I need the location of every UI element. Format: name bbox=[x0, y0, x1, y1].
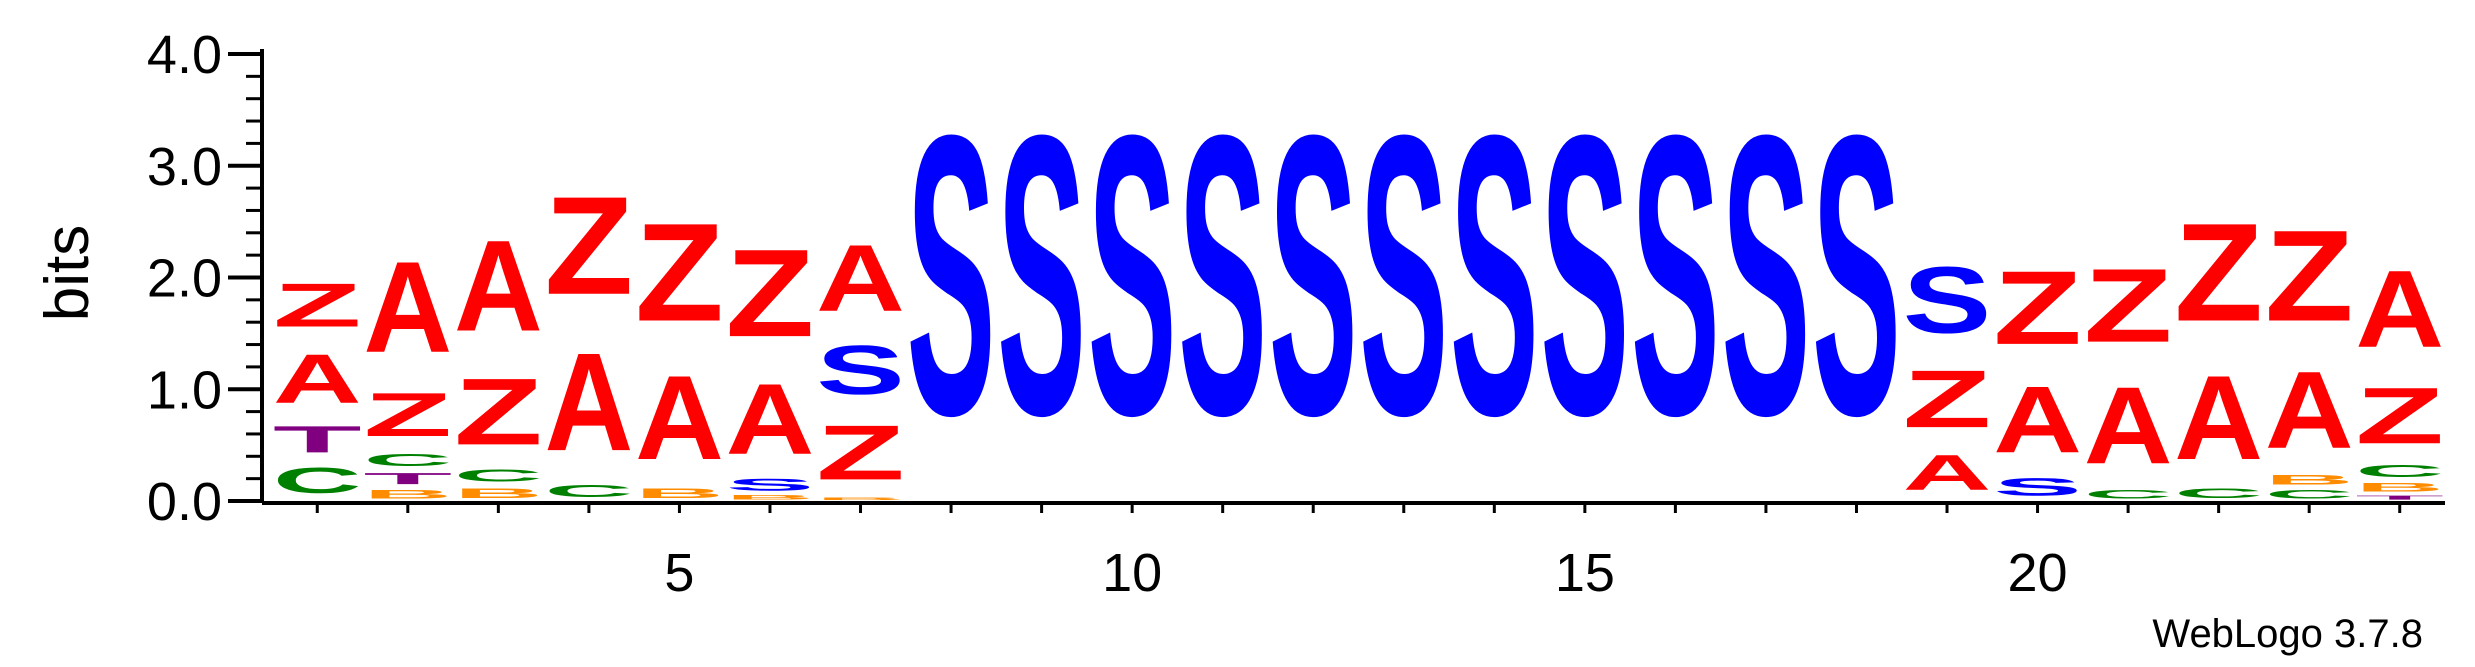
logo-column-17: S bbox=[1722, 54, 1811, 499]
x-tick-label: 10 bbox=[1102, 543, 1162, 603]
logo-letter-Z: Z bbox=[635, 195, 724, 351]
logo-letter-S: S bbox=[816, 331, 905, 409]
x-tick-label: 20 bbox=[2008, 543, 2068, 603]
logo-column-16: S bbox=[1631, 54, 1720, 499]
logo-letter-S: S bbox=[1088, 54, 1177, 499]
logo-letter-A: A bbox=[1903, 445, 1992, 501]
logo-letter-B: B bbox=[635, 485, 724, 501]
logo-letter-A: A bbox=[2084, 365, 2173, 487]
logo-column-4: CAZ bbox=[545, 168, 634, 501]
logo-column-5: BAZ bbox=[635, 195, 724, 501]
logo-letter-A: A bbox=[635, 350, 724, 484]
logo-column-15: S bbox=[1540, 54, 1629, 499]
logo-column-19: AZS bbox=[1903, 247, 1992, 500]
logo-letter-Z: Z bbox=[545, 168, 634, 324]
logo-letter-S: S bbox=[907, 54, 996, 499]
logo-letter-C: C bbox=[545, 481, 634, 501]
x-tick-label: 5 bbox=[664, 543, 694, 603]
y-tick-label: 2.0 bbox=[147, 249, 222, 309]
logo-letter-Z: Z bbox=[273, 270, 362, 339]
logo-letter-A: A bbox=[545, 324, 634, 480]
logo-letter-B: B bbox=[816, 497, 905, 501]
logo-letter-Z: Z bbox=[1903, 353, 1992, 445]
logo-letter-Z: Z bbox=[816, 409, 905, 496]
logo-letter-A: A bbox=[816, 226, 905, 331]
logo-letter-B: B bbox=[454, 485, 543, 501]
y-tick-label: 4.0 bbox=[147, 25, 222, 85]
y-axis-label: bits bbox=[33, 225, 102, 321]
logo-letter-T: T bbox=[2355, 494, 2444, 501]
logo-letter-A: A bbox=[2265, 349, 2354, 471]
logo-letter-B: B bbox=[363, 488, 452, 501]
logo-letter-A: A bbox=[454, 213, 543, 358]
logo-letter-S: S bbox=[726, 475, 815, 494]
y-tick-label: 0.0 bbox=[147, 472, 222, 532]
logo-letter-B: B bbox=[726, 494, 815, 501]
logo-letter-Z: Z bbox=[2084, 246, 2173, 363]
logo-column-12: S bbox=[1269, 54, 1358, 499]
logo-letter-C: C bbox=[2174, 485, 2263, 501]
logo-column-20: SAZ bbox=[1993, 249, 2082, 501]
logo-column-13: S bbox=[1359, 54, 1448, 499]
logo-letter-A: A bbox=[2355, 248, 2444, 370]
logo-letter-A: A bbox=[273, 341, 362, 419]
logo-letter-Z: Z bbox=[726, 223, 815, 363]
logo-letter-A: A bbox=[363, 235, 452, 380]
logo-column-10: S bbox=[1088, 54, 1177, 499]
y-tick-label: 1.0 bbox=[147, 360, 222, 420]
y-tick-label: 3.0 bbox=[147, 137, 222, 197]
logo-letter-S: S bbox=[1269, 54, 1358, 499]
logo-letter-Z: Z bbox=[1993, 249, 2082, 366]
logo-letter-C: C bbox=[273, 461, 362, 501]
logo-letter-S: S bbox=[1903, 247, 1992, 353]
logo-letter-C: C bbox=[2084, 488, 2173, 501]
logo-letter-S: S bbox=[1722, 54, 1811, 499]
y-axis: 0.0 1.0 2.0 3.0 4.0 bbox=[147, 25, 264, 532]
logo-column-22: CAZ bbox=[2174, 195, 2263, 501]
weblogo-version-label: WebLogo 3.7.8 bbox=[2152, 612, 2423, 656]
logo-letter-C: C bbox=[454, 465, 543, 485]
logo-letter-S: S bbox=[1540, 54, 1629, 499]
logo-column-14: S bbox=[1450, 54, 1539, 499]
logo-letter-S: S bbox=[1812, 54, 1901, 499]
logo-letter-C: C bbox=[2355, 461, 2444, 481]
x-tick-label: 15 bbox=[1555, 543, 1615, 603]
logo-letter-C: C bbox=[2265, 488, 2354, 501]
logo-letter-S: S bbox=[1631, 54, 1720, 499]
logo-letter-C: C bbox=[363, 450, 452, 470]
logo-column-11: S bbox=[1178, 54, 1267, 499]
logo-letter-S: S bbox=[1359, 54, 1448, 499]
logo-letter-B: B bbox=[2265, 472, 2354, 488]
logo-letter-S: S bbox=[997, 54, 1086, 499]
logo-letter-T: T bbox=[363, 470, 452, 488]
logo-column-18: S bbox=[1812, 54, 1901, 499]
logo-letter-T: T bbox=[273, 418, 362, 460]
logo-column-9: S bbox=[997, 54, 1086, 499]
logo-letter-A: A bbox=[1993, 368, 2082, 473]
logo-column-8: S bbox=[907, 54, 996, 499]
logo-letter-S: S bbox=[1993, 473, 2082, 501]
logo-letter-B: B bbox=[2355, 481, 2444, 494]
logo-letter-Z: Z bbox=[2355, 371, 2444, 460]
logo-letter-A: A bbox=[2174, 350, 2263, 484]
logo-column-21: CAZ bbox=[2084, 246, 2173, 501]
x-axis: 5 10 15 20 bbox=[262, 501, 2445, 603]
logo-letter-Z: Z bbox=[2265, 204, 2354, 349]
logo-letter-Z: Z bbox=[2174, 195, 2263, 351]
logo-letter-Z: Z bbox=[454, 359, 543, 465]
logo-letter-S: S bbox=[1450, 54, 1539, 499]
logo-letter-S: S bbox=[1178, 54, 1267, 499]
logo-letter-Z: Z bbox=[363, 380, 452, 449]
logo-letter-A: A bbox=[726, 363, 815, 474]
